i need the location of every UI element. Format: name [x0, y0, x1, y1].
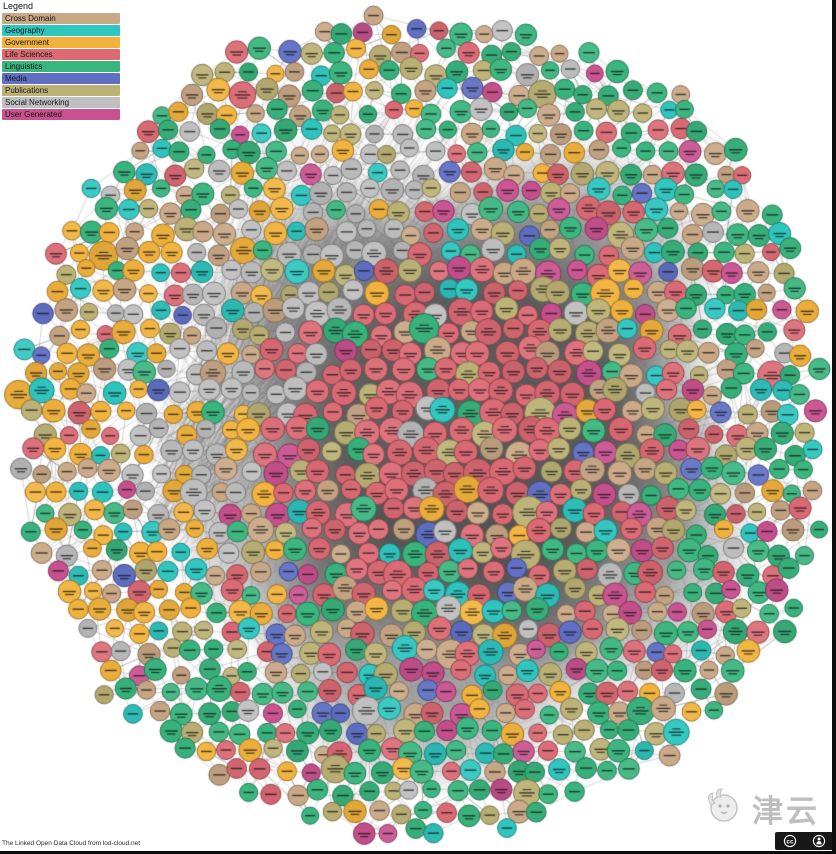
- cc-license-badge[interactable]: cc: [775, 832, 833, 850]
- by-person-icon: [812, 834, 826, 848]
- legend-item-linguistics[interactable]: Linguistics: [2, 61, 120, 72]
- legend-item-life-sciences[interactable]: Life Sciences: [2, 49, 120, 60]
- legend-item-cross-domain[interactable]: Cross Domain: [2, 13, 120, 24]
- legend-item-geography[interactable]: Geography: [2, 25, 120, 36]
- jinyun-watermark: 津云: [701, 785, 820, 832]
- svg-text:cc: cc: [786, 838, 794, 845]
- watermark-text: 津云: [752, 794, 820, 829]
- screen-edge-artifact-right: [832, 0, 836, 854]
- cc-icon: cc: [783, 834, 797, 848]
- legend-item-publications[interactable]: Publications: [2, 85, 120, 96]
- legend-item-government[interactable]: Government: [2, 37, 120, 48]
- attribution-text: The Linked Open Data Cloud from lod-clou…: [2, 840, 141, 847]
- jinyun-mascot-icon: [701, 785, 745, 832]
- legend-item-media[interactable]: Media: [2, 73, 120, 84]
- legend-item-user-generated[interactable]: User Generated: [2, 109, 120, 120]
- screen-edge-artifact-bottom: [0, 851, 836, 854]
- legend-item-social-networking[interactable]: Social Networking: [2, 97, 120, 108]
- legend-title: Legend: [3, 1, 34, 11]
- legend: Legend Cross Domain Geography Government…: [2, 1, 120, 121]
